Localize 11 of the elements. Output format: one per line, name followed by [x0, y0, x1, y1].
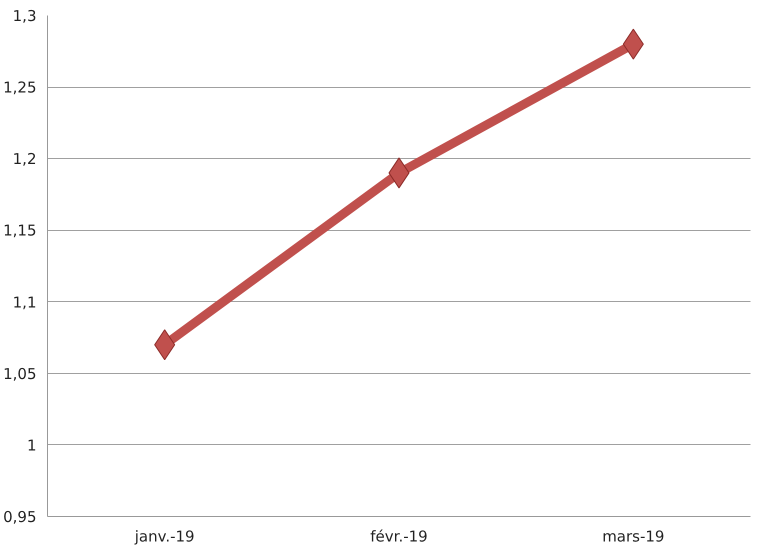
y-tick-label: 1,3 [12, 7, 37, 25]
x-tick-label: févr.-19 [370, 528, 428, 546]
y-tick-label: 1,25 [3, 78, 37, 97]
y-tick-label: 1,1 [12, 293, 37, 312]
y-tick-label: 1,15 [3, 222, 37, 240]
y-tick-label: 1,05 [3, 364, 37, 383]
x-tick-label: janv.-19 [134, 528, 195, 546]
y-tick-label: 1 [26, 436, 37, 454]
y-tick-label: 1,2 [12, 150, 37, 168]
x-tick-label: mars-19 [602, 528, 664, 546]
y-tick-label: 0,95 [3, 508, 37, 526]
